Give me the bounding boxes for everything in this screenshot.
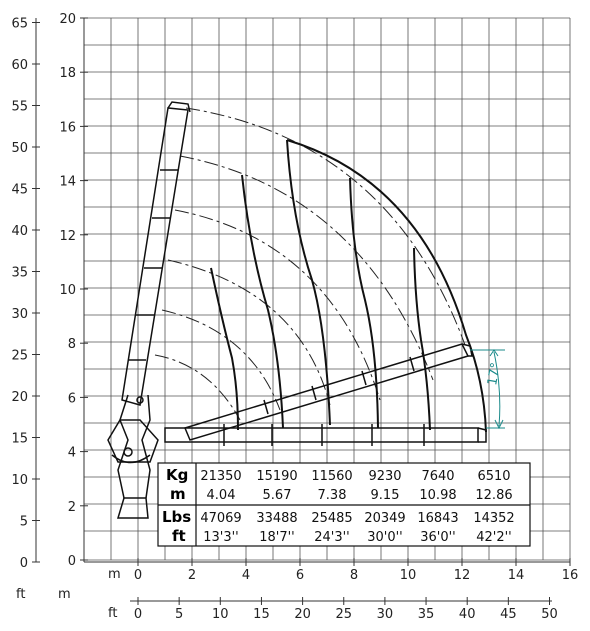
bottom-ft-axis: 0 5 10 15 20 25 30 35 40 45 50 [130,597,558,622]
bottom-ft-tick-label: 0 [134,607,142,622]
left-ft-tick-label: 0 [20,556,28,571]
table-cell-ft: 24'3'' [314,530,350,545]
bottom-ft-tick-label: 50 [541,607,558,622]
table-cell-kg: 11560 [311,469,352,484]
left-m-tick-label: 6 [68,391,76,406]
table-m-label: m [170,485,186,503]
table-cell-ft: 18'7'' [259,530,295,545]
table-cell-lbs: 33488 [256,511,297,526]
bottom-ft-tick-label: 10 [212,607,229,622]
bottom-m-tick-label: 4 [242,568,250,583]
table-cell-m: 10.98 [419,488,456,503]
bottom-m-tick-label: 6 [296,568,304,583]
table-cell-lbs: 47069 [200,511,241,526]
left-ft-tick-label: 65 [11,17,28,32]
bottom-m-tick-label: 8 [350,568,358,583]
capacity-curves [210,139,431,431]
table-cell-ft: 30'0'' [367,530,403,545]
bottom-m-axis: 0 2 4 6 8 10 12 14 16 [84,558,578,583]
bottom-ft-tick-label: 30 [377,607,394,622]
table-cell-m: 4.04 [207,488,236,503]
angle-dimension [470,349,505,430]
boom-raised [121,101,191,406]
left-ft-tick-label: 30 [11,307,28,322]
unit-ft-left: ft [16,587,25,602]
unit-m-left: m [58,587,71,602]
table-cell-ft: 13'3'' [203,530,239,545]
table-cell-ft: 42'2'' [476,530,512,545]
bottom-m-tick-label: 12 [454,568,471,583]
left-m-tick-label: 8 [68,337,76,352]
table-cell-kg: 9230 [368,469,401,484]
left-ft-tick-label: 45 [11,183,28,198]
table-kg-label: Kg [166,466,188,484]
left-m-tick-label: 2 [68,500,76,515]
left-ft-tick-label: 15 [11,432,28,447]
table-cell-m: 5.67 [263,488,292,503]
bottom-m-tick-label: 10 [400,568,417,583]
left-m-tick-label: 16 [59,120,76,135]
bottom-m-tick-label: 2 [188,568,196,583]
table-cell-kg: 21350 [200,469,241,484]
bottom-ft-tick-label: 35 [418,607,435,622]
table-cell-m: 7.38 [318,488,347,503]
left-ft-tick-label: 55 [11,100,28,115]
table-cell-ft: 36'0'' [420,530,456,545]
table-lbs-label: Lbs [162,508,191,526]
left-ft-tick-label: 10 [11,473,28,488]
left-ft-tick-label: 20 [11,390,28,405]
bottom-ft-tick-label: 40 [459,607,476,622]
table-cell-kg: 7640 [421,469,454,484]
boom-inclined [183,343,473,441]
bottom-m-tick-label: 0 [134,568,142,583]
left-ft-tick-label: 35 [11,266,28,281]
table-cell-lbs: 16843 [417,511,458,526]
bottom-ft-tick-label: 5 [175,607,183,622]
unit-m-bottom: m [108,567,121,582]
radius-arcs [154,107,466,421]
bottom-ft-tick-label: 20 [294,607,311,622]
table-cell-m: 9.15 [371,488,400,503]
bottom-m-tick-label: 16 [562,568,579,583]
table-ft-label: ft [172,527,186,545]
angle-label: 17° [485,361,504,386]
bottom-ft-tick-label: 25 [335,607,352,622]
bottom-ft-tick-label: 45 [500,607,517,622]
left-ft-tick-label: 25 [11,349,28,364]
capacity-table: Kg m Lbs ft 21350 15190 11560 9230 7640 6510 4… [157,462,531,547]
table-cell-kg: 6510 [477,469,510,484]
left-m-tick-label: 18 [59,66,76,81]
table-cell-lbs: 14352 [473,511,514,526]
bottom-m-tick-label: 14 [508,568,525,583]
left-m-tick-label: 20 [59,12,76,27]
left-ft-tick-label: 50 [11,141,28,156]
crane-base [107,394,159,519]
left-m-tick-label: 12 [59,229,76,244]
table-cell-lbs: 25485 [311,511,352,526]
left-m-tick-label: 10 [59,283,76,298]
left-ft-tick-label: 60 [11,58,28,73]
left-m-tick-label: 4 [68,446,76,461]
unit-ft-bottom: ft [108,606,117,621]
left-m-tick-label: 0 [68,554,76,569]
table-cell-lbs: 20349 [364,511,405,526]
table-cell-m: 12.86 [475,488,512,503]
bottom-ft-tick-label: 15 [253,607,270,622]
outer-envelope [286,139,487,433]
left-m-tick-label: 14 [59,175,76,190]
boom-horizontal [164,424,487,446]
table-cell-kg: 15190 [256,469,297,484]
left-ft-tick-label: 5 [20,515,28,530]
left-ft-tick-label: 40 [11,224,28,239]
